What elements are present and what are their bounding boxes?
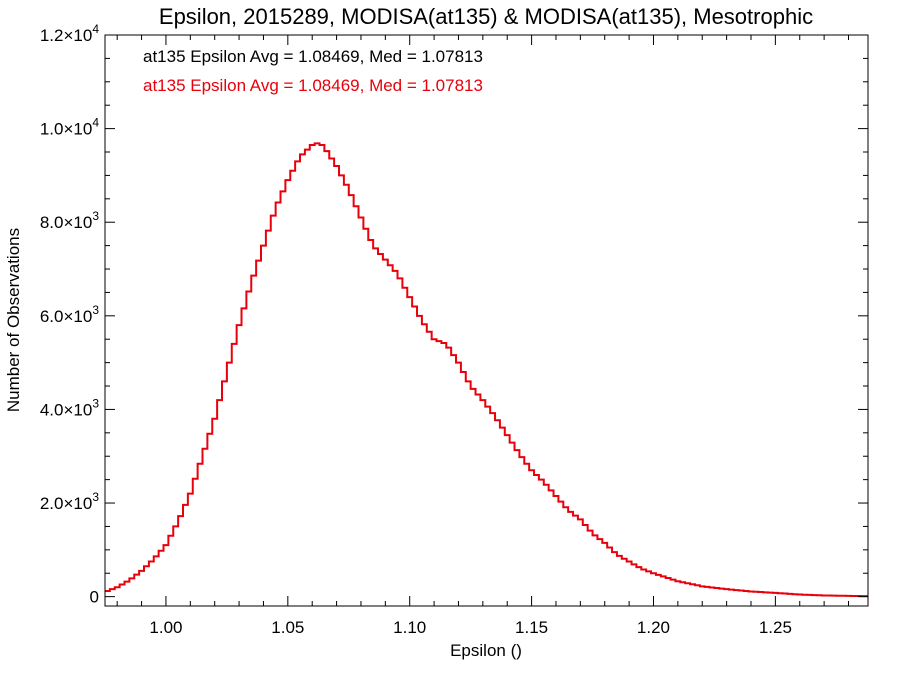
y-tick-label: 1.0×104 [40, 116, 99, 139]
x-tick-label: 1.00 [149, 618, 182, 637]
histogram-series [105, 142, 868, 598]
y-tick-label: 2.0×103 [40, 490, 99, 513]
y-tick-label: 1.2×104 [40, 22, 99, 45]
plot-frame [104, 34, 869, 607]
x-tick-label: 1.25 [759, 618, 792, 637]
x-tick-label: 1.05 [271, 618, 304, 637]
y-tick-label: 4.0×103 [40, 396, 99, 419]
y-axis-label: Number of Observations [4, 228, 23, 412]
chart-title: Epsilon, 2015289, MODISA(at135) & MODISA… [159, 4, 813, 29]
legend-entry-red: at135 Epsilon Avg = 1.08469, Med = 1.078… [143, 76, 483, 95]
x-tick-label: 1.15 [515, 618, 548, 637]
x-tick-label: 1.10 [393, 618, 426, 637]
x-tick-label: 1.20 [637, 618, 670, 637]
legend-entry-black: at135 Epsilon Avg = 1.08469, Med = 1.078… [143, 47, 483, 66]
y-tick-label: 8.0×103 [40, 209, 99, 232]
y-tick-label: 6.0×103 [40, 303, 99, 326]
x-axis-label: Epsilon () [450, 641, 522, 660]
y-tick-label: 0 [90, 588, 99, 607]
